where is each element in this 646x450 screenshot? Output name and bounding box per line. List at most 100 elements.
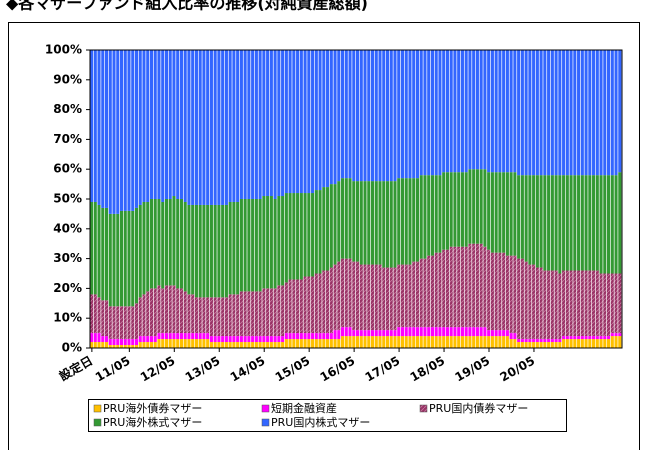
- bar-segment: [292, 50, 296, 194]
- bar-segment: [427, 175, 431, 256]
- legend-swatch: [261, 418, 270, 427]
- bar-segment: [232, 50, 236, 202]
- bar-segment: [434, 50, 438, 176]
- bar-segment: [408, 327, 412, 337]
- bar-segment: [573, 175, 577, 271]
- bar-segment: [93, 333, 97, 343]
- bar-segment: [146, 50, 150, 202]
- bar-segment: [419, 175, 423, 259]
- bar-segment: [430, 336, 435, 348]
- bar-segment: [90, 294, 94, 334]
- bar-segment: [607, 339, 611, 348]
- bar-segment: [161, 333, 165, 340]
- bar-segment: [352, 50, 356, 182]
- bar-segment: [314, 50, 318, 191]
- bar-segment: [610, 50, 614, 176]
- bar-segment: [423, 327, 427, 337]
- bar-segment: [292, 339, 296, 348]
- bar-segment: [513, 255, 517, 334]
- bar-segment: [123, 50, 127, 211]
- bar-segment: [116, 213, 120, 307]
- bar-segment: [149, 336, 154, 343]
- bar-segment: [254, 342, 258, 348]
- bar-segment: [123, 210, 127, 307]
- bar-segment: [333, 50, 337, 185]
- bar-segment: [588, 336, 592, 340]
- bar-segment: [303, 339, 307, 348]
- bar-segment: [400, 178, 405, 265]
- bar-segment: [269, 196, 273, 289]
- bar-segment: [359, 264, 363, 331]
- bar-segment: [475, 336, 479, 348]
- bar-segment: [172, 339, 176, 348]
- bar-segment: [168, 339, 172, 348]
- bar-segment: [326, 339, 330, 348]
- bar-segment: [243, 199, 247, 292]
- bar-segment: [112, 339, 116, 346]
- bar-segment: [569, 50, 573, 176]
- bar-segment: [104, 207, 109, 301]
- bar-segment: [333, 330, 337, 340]
- bar-segment: [550, 50, 554, 176]
- bar-segment: [419, 336, 423, 348]
- bar-segment: [595, 336, 599, 340]
- bar-segment: [363, 330, 367, 337]
- bar-segment: [333, 339, 337, 348]
- bar-segment: [247, 50, 251, 199]
- bar-segment: [236, 294, 240, 337]
- bar-segment: [614, 175, 618, 274]
- bar-segment: [153, 50, 157, 199]
- bar-segment: [374, 336, 378, 348]
- bar-segment: [206, 50, 210, 205]
- bar-segment: [236, 342, 240, 348]
- bar-segment: [206, 339, 210, 348]
- bar-segment: [149, 342, 154, 348]
- bar-segment: [610, 333, 614, 337]
- bar-segment: [434, 175, 438, 253]
- bar-segment: [142, 201, 146, 295]
- frame: [8, 22, 640, 450]
- bar-segment: [213, 50, 217, 205]
- bar-segment: [284, 193, 288, 283]
- bar-segment: [134, 50, 139, 208]
- bar-segment: [266, 288, 270, 337]
- y-tick-label: 80%: [53, 102, 82, 116]
- bar-segment: [269, 50, 273, 197]
- bar-segment: [412, 336, 416, 348]
- bar-segment: [393, 267, 397, 331]
- bar-segment: [187, 50, 191, 205]
- bar-segment: [532, 50, 536, 176]
- bar-segment: [307, 276, 311, 334]
- bar-segment: [161, 339, 165, 348]
- bar-segment: [378, 330, 382, 337]
- bar-segment: [228, 336, 232, 343]
- bar-segment: [311, 333, 315, 340]
- bar-segment: [449, 50, 453, 173]
- bar-segment: [273, 336, 277, 343]
- bar-segment: [262, 50, 266, 197]
- bar-segment: [348, 258, 352, 328]
- bar-segment: [468, 243, 472, 328]
- bar-segment: [314, 339, 318, 348]
- bar-segment: [543, 270, 547, 340]
- bar-segment: [183, 291, 187, 334]
- bar-segment: [153, 342, 157, 348]
- bar-segment: [288, 333, 292, 340]
- bar-segment: [472, 243, 476, 328]
- bar-segment: [243, 336, 247, 343]
- bar-segment: [243, 342, 247, 348]
- bar-segment: [292, 279, 296, 334]
- x-tick-label: 18/05: [408, 354, 448, 385]
- bar-segment: [430, 327, 435, 337]
- bar-segment: [427, 50, 431, 176]
- bar-segment: [558, 342, 562, 348]
- bar-segment: [457, 50, 461, 173]
- bar-segment: [397, 336, 401, 348]
- bar-segment: [419, 50, 423, 176]
- bar-segment: [577, 336, 581, 340]
- bar-segment: [127, 210, 131, 307]
- bar-segment: [176, 199, 180, 289]
- bar-segment: [595, 270, 599, 337]
- bar-segment: [614, 273, 618, 334]
